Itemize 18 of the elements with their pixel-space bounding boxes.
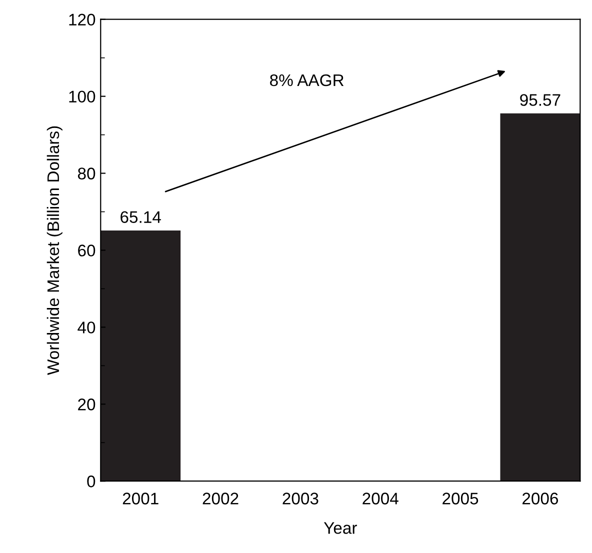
y-axis-title: Worldwide Market (Billion Dollars) — [46, 126, 62, 376]
y-tick-label: 80 — [78, 168, 96, 180]
y-tick-label: 60 — [78, 244, 96, 256]
x-tick-label: 2002 — [202, 492, 238, 504]
annotation: 8% AAGR — [270, 74, 344, 86]
data-label: 65.14 — [120, 211, 161, 223]
x-tick-label: 2004 — [362, 492, 398, 504]
data-label: 95.57 — [520, 94, 560, 106]
y-tick-label: 0 — [87, 476, 96, 488]
y-tick-label: 40 — [78, 322, 96, 334]
x-tick-label: 2003 — [282, 492, 318, 504]
x-tick-label: 2005 — [442, 492, 478, 504]
x-tick-label: 2001 — [122, 492, 158, 504]
y-tick-label: 20 — [78, 398, 96, 410]
x-tick-label: 2006 — [522, 492, 558, 504]
y-tick-label: 120 — [69, 14, 96, 26]
x-axis-title: Year — [324, 522, 357, 534]
y-tick-label: 100 — [69, 90, 96, 103]
